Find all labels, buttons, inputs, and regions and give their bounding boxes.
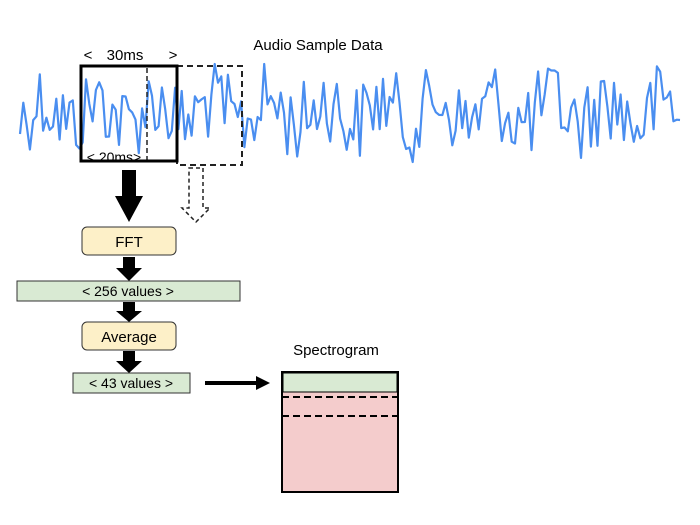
spectrogram-label: Spectrogram bbox=[293, 342, 379, 359]
next-down-arrow-icon bbox=[180, 167, 212, 224]
average-output-label: < 43 values > bbox=[89, 375, 173, 391]
average-output-box bbox=[72, 372, 191, 394]
down-arrow-icon bbox=[116, 351, 142, 373]
average-label: Average bbox=[101, 329, 157, 346]
audio-waveform bbox=[18, 62, 681, 164]
next-window-frame bbox=[176, 65, 243, 166]
title: Audio Sample Data bbox=[253, 37, 383, 54]
current-window-frame bbox=[79, 64, 179, 163]
window-left-bracket: < bbox=[84, 47, 93, 64]
fft-output-box bbox=[16, 280, 241, 302]
down-arrow-icon bbox=[116, 257, 142, 281]
hop-label: < 20ms> bbox=[87, 149, 141, 165]
spectrogram-new-row bbox=[282, 372, 398, 393]
window-width-label: 30ms bbox=[107, 47, 144, 64]
fft-output-label: < 256 values > bbox=[82, 283, 174, 299]
down-arrow-icon bbox=[115, 170, 143, 222]
down-arrow-icon bbox=[116, 302, 142, 322]
fft-label: FFT bbox=[115, 234, 143, 251]
fft-box bbox=[81, 226, 177, 256]
window-right-bracket: > bbox=[169, 47, 178, 64]
right-arrow-icon bbox=[205, 376, 270, 390]
average-box bbox=[81, 321, 177, 351]
